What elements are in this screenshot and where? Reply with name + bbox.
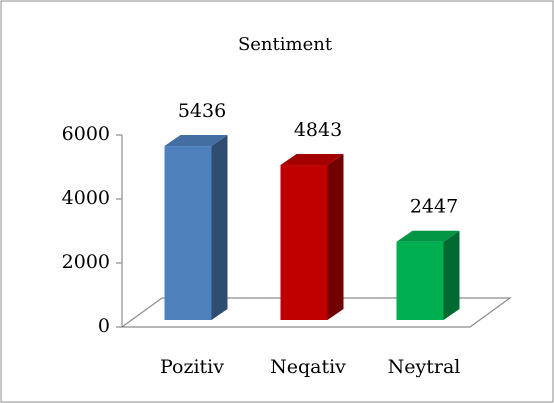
data-label: 5436	[178, 100, 226, 122]
bar-side	[443, 230, 460, 320]
bar-side	[327, 154, 344, 320]
x-tick-label: Neqativ	[270, 356, 346, 378]
bar-top	[280, 154, 344, 166]
data-label: 2447	[410, 196, 458, 218]
bar-side	[211, 135, 228, 320]
bar-top	[164, 135, 228, 147]
bar	[164, 146, 212, 320]
bar	[280, 165, 328, 320]
y-tick-label: 6000	[62, 123, 110, 145]
bar-top	[396, 230, 460, 242]
bar	[396, 241, 444, 320]
x-tick-label: Neytral	[388, 356, 461, 378]
y-tick-label: 0	[98, 315, 110, 337]
data-label: 4843	[294, 119, 342, 141]
y-tick-label: 4000	[62, 187, 110, 209]
y-tick-label: 2000	[62, 251, 110, 273]
chart-title: Sentiment	[238, 34, 333, 55]
x-tick-label: Pozitiv	[160, 356, 224, 378]
